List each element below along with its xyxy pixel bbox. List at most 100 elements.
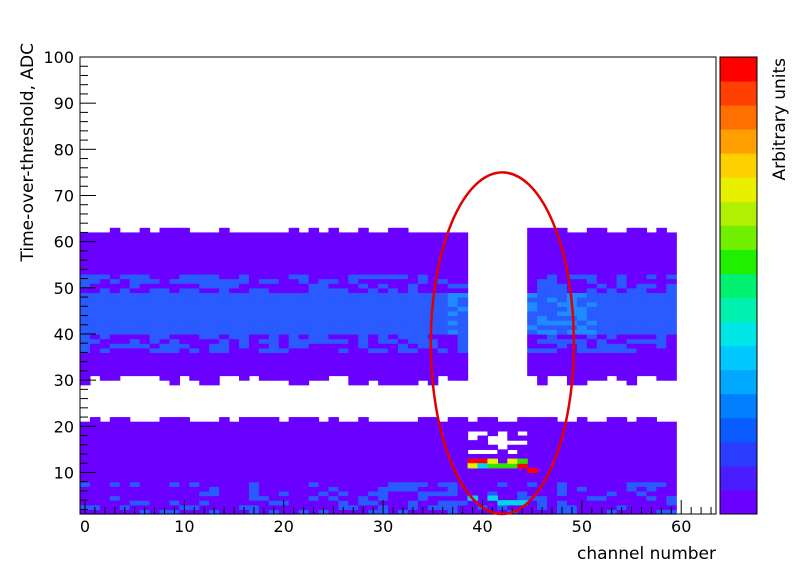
heatmap-cell bbox=[656, 421, 667, 427]
heatmap-cell bbox=[636, 486, 648, 492]
heatmap-cell bbox=[258, 421, 270, 427]
heatmap-cell bbox=[348, 421, 359, 427]
heatmap-cell bbox=[229, 352, 240, 358]
heatmap-cell bbox=[626, 241, 638, 247]
heatmap-cell bbox=[328, 237, 339, 243]
heatmap-cell bbox=[239, 366, 250, 372]
heatmap-cell bbox=[457, 324, 469, 330]
heatmap-cell bbox=[557, 477, 568, 483]
heatmap-cell bbox=[417, 477, 429, 483]
heatmap-cell bbox=[656, 352, 667, 358]
heatmap-cell bbox=[547, 366, 558, 372]
heatmap-cell bbox=[407, 380, 419, 386]
heatmap-cell bbox=[248, 273, 260, 280]
heatmap-cell bbox=[656, 375, 667, 381]
heatmap-cell bbox=[119, 481, 131, 487]
heatmap-cell bbox=[288, 320, 300, 326]
heatmap-cell bbox=[298, 287, 310, 294]
heatmap-cell bbox=[248, 458, 260, 464]
heatmap-cell bbox=[527, 273, 538, 280]
heatmap-cell bbox=[149, 283, 161, 289]
heatmap-cell bbox=[427, 435, 439, 441]
heatmap-cell bbox=[378, 310, 389, 317]
heatmap-cell bbox=[547, 297, 558, 303]
heatmap-cell bbox=[566, 250, 578, 257]
heatmap-cell bbox=[229, 495, 240, 501]
heatmap-cell bbox=[219, 486, 230, 492]
heatmap-cell bbox=[596, 315, 608, 321]
heatmap-cell bbox=[666, 329, 677, 335]
heatmap-cell bbox=[288, 467, 300, 474]
heatmap-cell bbox=[169, 444, 180, 450]
heatmap-cell bbox=[119, 366, 131, 372]
heatmap-cell bbox=[149, 250, 161, 257]
heatmap-cell bbox=[557, 458, 568, 464]
heatmap-cell bbox=[298, 352, 310, 358]
heatmap-cell bbox=[417, 246, 429, 252]
heatmap-cell bbox=[636, 361, 648, 367]
heatmap-cell bbox=[169, 458, 180, 464]
heatmap-cell bbox=[139, 426, 151, 432]
heatmap-cell bbox=[219, 264, 230, 270]
heatmap-cell bbox=[179, 246, 190, 252]
heatmap-cell bbox=[398, 375, 409, 381]
heatmap-cell bbox=[268, 333, 280, 340]
heatmap-cell bbox=[348, 320, 359, 326]
heatmap-cell bbox=[388, 338, 399, 344]
heatmap-cell bbox=[636, 237, 648, 243]
heatmap-cell bbox=[129, 500, 141, 506]
heatmap-cell bbox=[656, 343, 667, 349]
heatmap-cell bbox=[636, 292, 648, 298]
heatmap-cell bbox=[239, 486, 250, 492]
heatmap-cell bbox=[219, 232, 230, 238]
heatmap-cell bbox=[179, 444, 190, 450]
heatmap-cell bbox=[268, 237, 280, 243]
heatmap-cell bbox=[427, 495, 439, 501]
heatmap-cell bbox=[219, 310, 230, 317]
hotspot-cell bbox=[507, 458, 518, 464]
heatmap-cell bbox=[606, 490, 618, 497]
heatmap-cell bbox=[129, 292, 141, 298]
x-tick-label: 30 bbox=[373, 517, 393, 536]
heatmap-cell bbox=[378, 273, 389, 280]
heatmap-cell bbox=[199, 444, 210, 450]
heatmap-cell bbox=[437, 273, 449, 280]
heatmap-cell bbox=[239, 287, 250, 294]
heatmap-cell bbox=[417, 486, 429, 492]
heatmap-cell bbox=[576, 306, 588, 312]
heatmap-cell bbox=[199, 472, 210, 478]
heatmap-cell bbox=[308, 458, 320, 464]
heatmap-cell bbox=[129, 283, 141, 289]
heatmap-cell bbox=[606, 324, 618, 330]
heatmap-cell bbox=[119, 324, 131, 330]
heatmap-cell bbox=[229, 306, 240, 312]
heatmap-cell bbox=[636, 440, 648, 446]
palette-swatch bbox=[720, 201, 757, 226]
heatmap-cell bbox=[656, 426, 667, 432]
heatmap-cell bbox=[656, 301, 667, 307]
heatmap-cell bbox=[467, 444, 479, 450]
heatmap-cell bbox=[626, 375, 638, 381]
heatmap-cell bbox=[358, 444, 369, 450]
heatmap-cell bbox=[398, 486, 409, 492]
heatmap-cell bbox=[407, 440, 419, 446]
heatmap-cell bbox=[209, 329, 220, 335]
heatmap-cell bbox=[239, 320, 250, 326]
heatmap-cell bbox=[139, 458, 151, 464]
heatmap-cell bbox=[318, 347, 330, 354]
heatmap-cell bbox=[169, 357, 180, 363]
heatmap-cell bbox=[229, 361, 240, 367]
heatmap-cell bbox=[636, 301, 648, 307]
heatmap-cell bbox=[258, 278, 270, 284]
heatmap-cell bbox=[666, 292, 677, 298]
heatmap-cell bbox=[219, 324, 230, 330]
hotspot-cell bbox=[527, 467, 538, 474]
heatmap-cell bbox=[229, 458, 240, 464]
heatmap-cell bbox=[437, 315, 449, 321]
heatmap-cell bbox=[477, 486, 489, 492]
heatmap-cell bbox=[80, 380, 91, 386]
heatmap-cell bbox=[447, 297, 459, 303]
heatmap-cell bbox=[447, 292, 459, 298]
heatmap-cell bbox=[378, 430, 389, 437]
heatmap-cell bbox=[417, 269, 429, 275]
